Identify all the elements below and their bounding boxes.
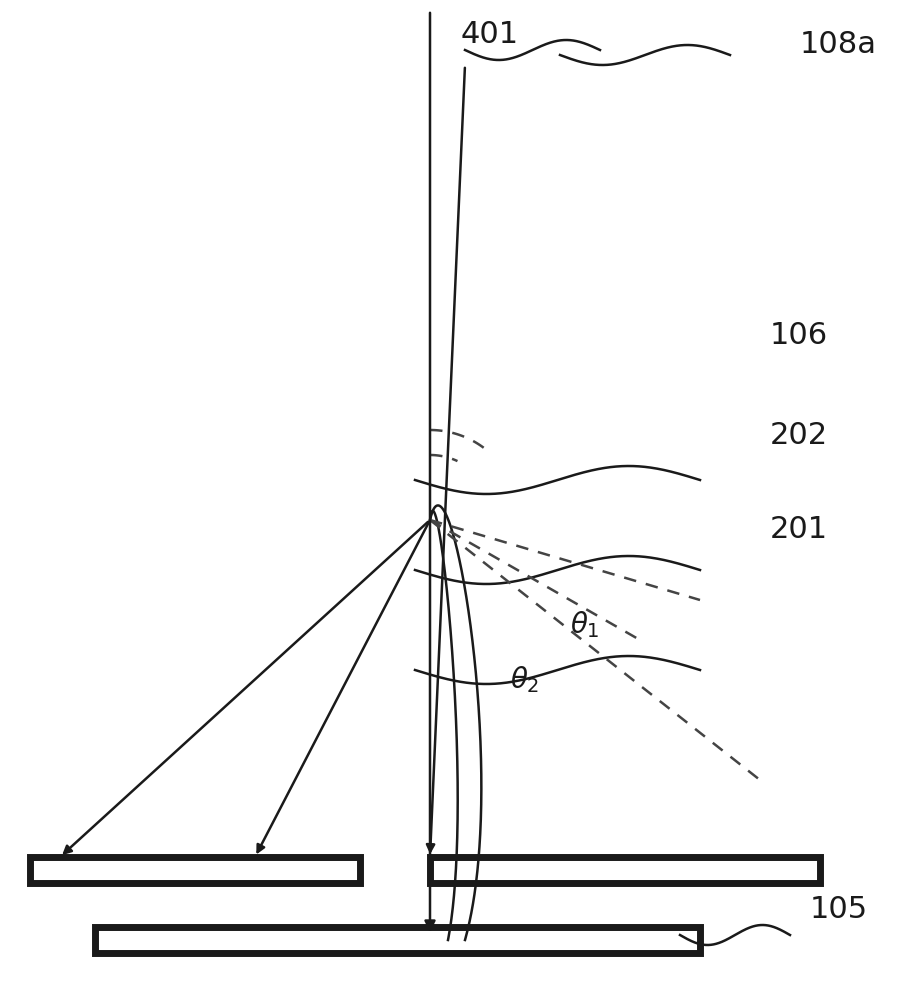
Text: 108a: 108a [800, 30, 877, 59]
Bar [30, 857, 360, 883]
Bar [430, 857, 820, 883]
Text: 401: 401 [461, 20, 519, 49]
Text: $\theta_1$: $\theta_1$ [570, 610, 600, 640]
Text: 105: 105 [810, 896, 868, 924]
Text: 106: 106 [770, 320, 828, 350]
Text: 201: 201 [770, 516, 828, 544]
Text: 202: 202 [770, 420, 828, 450]
Bar [95, 927, 700, 953]
Text: $\theta_2$: $\theta_2$ [510, 665, 539, 695]
